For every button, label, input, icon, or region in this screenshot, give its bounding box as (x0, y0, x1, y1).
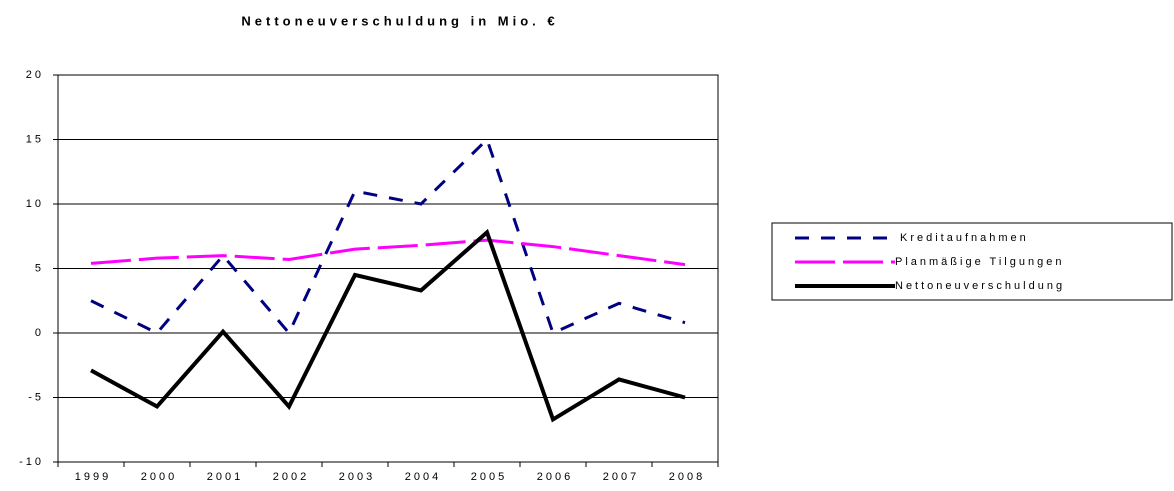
series-line (90, 228, 686, 423)
series-line (90, 136, 686, 336)
y-tick-label: 5 (35, 262, 44, 274)
y-tick-label: 10 (26, 198, 44, 210)
x-tick-label: 2002 (273, 471, 309, 483)
y-tick-label: 0 (35, 327, 44, 339)
legend-label: Planmäßige Tilgungen (895, 256, 1064, 268)
legend-label: Kreditaufnahmen (900, 232, 1029, 244)
x-tick-label: 2006 (537, 471, 573, 483)
y-tick-label: -10 (19, 456, 44, 468)
y-tick-label: -5 (28, 391, 44, 403)
x-tick-label: 2005 (471, 471, 507, 483)
x-tick-label: 2007 (603, 471, 639, 483)
x-tick-label: 2008 (669, 471, 705, 483)
y-tick-label: 15 (26, 133, 44, 145)
x-tick-label: 1999 (75, 471, 111, 483)
x-tick-label: 2003 (339, 471, 375, 483)
series-line (90, 238, 686, 267)
x-tick-label: 2004 (405, 471, 441, 483)
x-tick-label: 2001 (207, 471, 243, 483)
chart-title: Nettoneuverschuldung in Mio. € (241, 13, 558, 28)
legend (771, 222, 1173, 301)
x-tick-label: 2000 (141, 471, 177, 483)
legend-label: Nettoneuverschuldung (895, 280, 1065, 292)
y-tick-label: 20 (26, 69, 44, 81)
